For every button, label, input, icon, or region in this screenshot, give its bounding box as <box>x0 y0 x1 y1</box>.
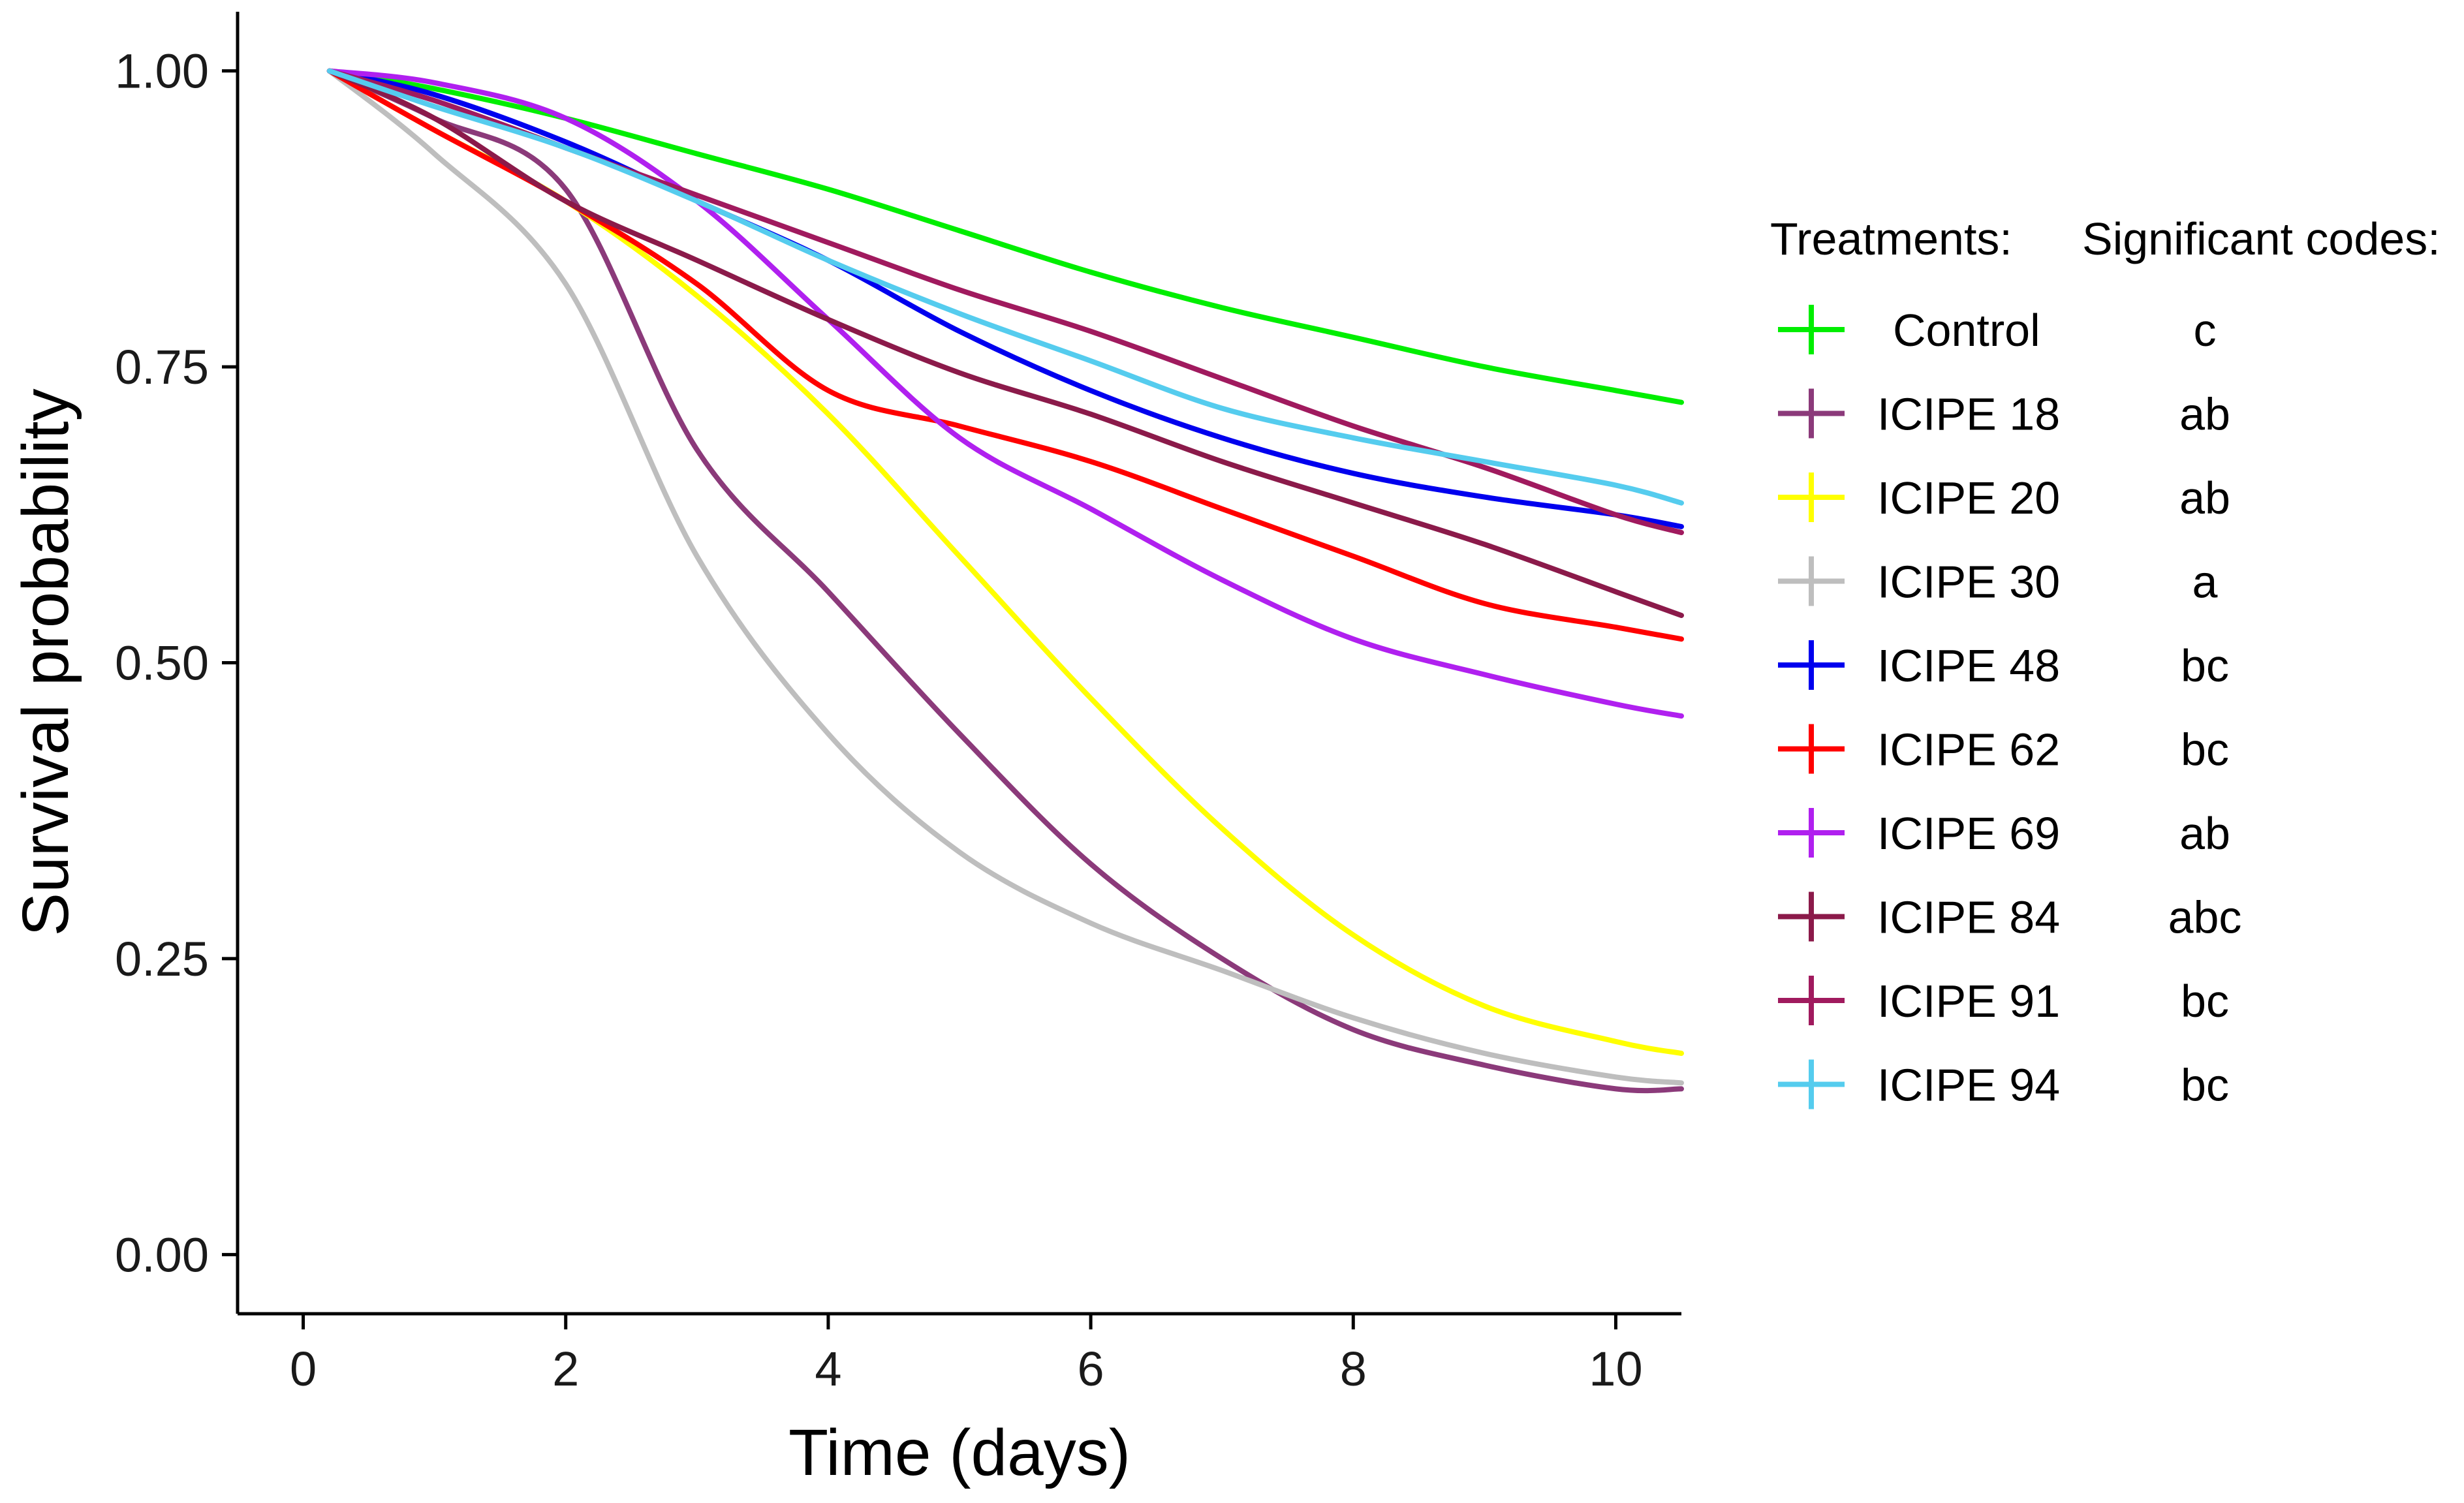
legend-treatment-label: ICIPE 91 <box>1877 976 2060 1027</box>
x-ticks: 0 2 4 6 8 10 <box>290 1314 1643 1396</box>
y-tick-label: 0.75 <box>115 340 209 394</box>
series-line-icipe-84 <box>326 68 1684 618</box>
legend-item-icipe-84: ICIPE 84 abc <box>1778 891 2242 943</box>
y-tick-label: 0.50 <box>115 636 209 690</box>
x-tick-label: 4 <box>815 1342 841 1396</box>
legend-treatment-label: ICIPE 18 <box>1877 389 2060 440</box>
legend-code-label: c <box>2194 305 2217 356</box>
legend-treatment-label: ICIPE 30 <box>1877 557 2060 608</box>
series-line-icipe-94 <box>326 68 1684 506</box>
legend-code-label: bc <box>2181 1060 2229 1111</box>
legend-treatment-label: Control <box>1893 305 2040 356</box>
legend-item-icipe-94: ICIPE 94 bc <box>1778 1059 2229 1111</box>
series-line-icipe-18 <box>326 68 1684 1094</box>
legend-item-control: Control c <box>1778 305 2217 356</box>
x-tick-label: 2 <box>552 1342 579 1396</box>
y-tick-label: 0.25 <box>115 932 209 986</box>
legend-item-icipe-20: ICIPE 20 ab <box>1778 473 2230 523</box>
y-ticks: 0.00 0.25 0.50 0.75 1.00 <box>115 44 238 1282</box>
legend-item-icipe-69: ICIPE 69 ab <box>1778 808 2230 859</box>
legend-treatment-label: ICIPE 69 <box>1877 808 2060 859</box>
series-lines <box>326 68 1684 1094</box>
series-line-icipe-69 <box>326 68 1684 719</box>
legend-code-label: bc <box>2181 976 2229 1027</box>
x-axis-title: Time (days) <box>788 1416 1131 1489</box>
series-line-icipe-30 <box>326 68 1684 1086</box>
legend-item-icipe-48: ICIPE 48 bc <box>1778 640 2229 691</box>
legend: Treatments: Significant codes: Control cI… <box>1770 213 2441 1111</box>
y-tick-label: 1.00 <box>115 44 209 99</box>
x-tick-label: 6 <box>1078 1342 1104 1396</box>
series-line-icipe-48 <box>326 68 1684 529</box>
legend-code-label: ab <box>2179 808 2230 859</box>
legend-item-icipe-30: ICIPE 30 a <box>1778 556 2218 608</box>
legend-code-label: ab <box>2179 389 2230 440</box>
legend-treatments-header: Treatments: <box>1770 213 2012 264</box>
legend-treatment-label: ICIPE 94 <box>1877 1060 2060 1111</box>
x-tick-label: 0 <box>290 1342 317 1396</box>
y-axis-title: Survival probability <box>9 388 82 936</box>
legend-item-icipe-18: ICIPE 18 ab <box>1778 388 2230 440</box>
legend-code-label: bc <box>2181 724 2229 775</box>
legend-codes-header: Significant codes: <box>2082 213 2441 264</box>
legend-treatment-label: ICIPE 48 <box>1877 640 2060 691</box>
legend-code-label: a <box>2192 557 2218 608</box>
legend-code-label: ab <box>2179 473 2230 523</box>
legend-item-icipe-62: ICIPE 62 bc <box>1778 724 2229 775</box>
legend-treatment-label: ICIPE 84 <box>1877 892 2060 943</box>
legend-code-label: bc <box>2181 640 2229 691</box>
x-tick-label: 8 <box>1340 1342 1367 1396</box>
legend-treatment-label: ICIPE 20 <box>1877 473 2060 523</box>
legend-code-label: abc <box>2168 892 2242 943</box>
y-tick-label: 0.00 <box>115 1228 209 1282</box>
x-tick-label: 10 <box>1589 1342 1642 1396</box>
legend-treatment-label: ICIPE 62 <box>1877 724 2060 775</box>
legend-item-icipe-91: ICIPE 91 bc <box>1778 976 2229 1027</box>
